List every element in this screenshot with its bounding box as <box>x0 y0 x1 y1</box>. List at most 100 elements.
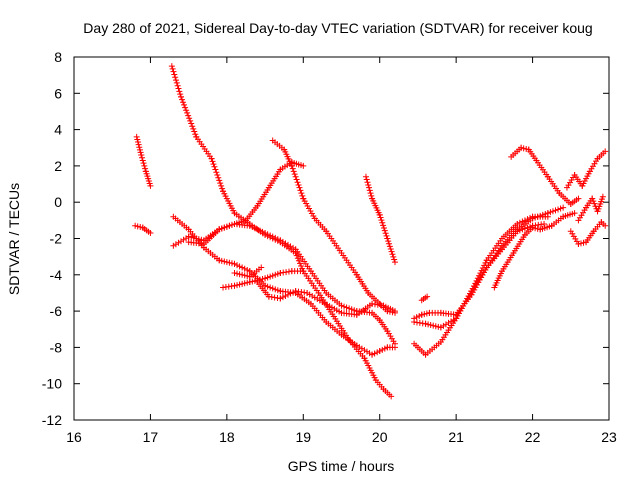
data-point <box>231 269 238 276</box>
data-point <box>136 146 143 153</box>
data-point <box>209 158 216 165</box>
data-point <box>246 222 253 229</box>
data-point <box>226 222 233 229</box>
plot-border <box>73 56 610 421</box>
data-point <box>244 279 251 286</box>
data-point <box>376 348 383 355</box>
data-point <box>386 243 393 250</box>
data-point <box>289 165 296 172</box>
data-point <box>226 259 233 266</box>
data-point <box>383 232 390 239</box>
data-point <box>234 270 241 277</box>
data-point <box>137 224 144 231</box>
data-point <box>389 309 396 316</box>
series-arc6 <box>185 202 261 247</box>
data-point <box>514 220 521 227</box>
data-point <box>272 286 279 293</box>
data-point <box>272 271 279 278</box>
data-point <box>244 266 251 273</box>
data-point <box>187 117 194 124</box>
data-point <box>524 216 531 223</box>
data-point <box>534 213 541 220</box>
data-point <box>216 226 223 233</box>
y-tick-label: -6 <box>50 303 63 319</box>
y-tick-label: -2 <box>50 231 63 247</box>
x-tick-label: 23 <box>601 429 617 445</box>
data-point <box>532 214 539 221</box>
data-point <box>182 104 189 111</box>
data-point <box>212 166 219 173</box>
data-point <box>379 346 386 353</box>
data-point <box>185 233 192 240</box>
data-point <box>413 314 420 321</box>
data-point <box>279 294 286 301</box>
data-point <box>391 256 398 263</box>
data-point <box>269 272 276 279</box>
data-point <box>181 101 188 108</box>
data-point <box>216 177 223 184</box>
data-point <box>256 227 263 234</box>
data-point <box>219 185 226 192</box>
data-point <box>343 304 350 311</box>
data-point <box>246 279 253 286</box>
data-point <box>234 282 241 289</box>
data-point <box>552 207 559 214</box>
data-point <box>264 274 271 281</box>
data-point <box>416 312 423 319</box>
data-point <box>338 302 345 309</box>
data-point <box>380 225 387 232</box>
data-point <box>241 265 248 272</box>
data-point <box>388 248 395 255</box>
data-point <box>392 340 398 347</box>
data-point <box>382 230 389 237</box>
data-point <box>299 192 306 199</box>
data-point <box>239 271 246 278</box>
x-tick-label: 16 <box>66 429 82 445</box>
data-point <box>168 63 175 70</box>
data-point <box>387 245 394 252</box>
data-point <box>364 179 371 186</box>
data-point <box>557 205 564 212</box>
data-point <box>300 268 307 275</box>
data-point <box>171 71 178 78</box>
x-axis-label: GPS time / hours <box>288 458 395 474</box>
data-point <box>290 289 297 296</box>
data-point <box>272 234 279 241</box>
data-point <box>249 278 256 285</box>
data-point <box>529 215 536 222</box>
data-point <box>267 284 274 291</box>
data-point <box>191 128 198 135</box>
x-tick-label: 21 <box>448 429 464 445</box>
y-tick-label: -12 <box>42 412 62 428</box>
data-point <box>210 161 217 168</box>
data-point <box>189 123 196 130</box>
data-point <box>392 309 398 316</box>
data-point <box>421 311 428 318</box>
data-point <box>218 182 225 189</box>
data-point <box>221 224 228 231</box>
data-point <box>239 280 246 287</box>
data-point <box>435 323 442 330</box>
data-point <box>175 85 182 92</box>
data-point <box>580 239 587 246</box>
data-point <box>147 230 154 237</box>
data-point <box>591 200 598 207</box>
data-point <box>132 222 139 229</box>
data-point <box>239 264 246 271</box>
y-tick-label: 6 <box>54 85 62 101</box>
y-tick-label: 8 <box>54 49 62 65</box>
data-point <box>362 173 369 180</box>
data-point <box>184 109 191 116</box>
data-point <box>296 184 303 191</box>
y-tick-label: 2 <box>54 158 62 174</box>
data-point <box>539 211 546 218</box>
data-point <box>378 217 385 224</box>
data-point <box>371 350 378 357</box>
data-point <box>135 141 142 148</box>
data-point <box>577 240 584 247</box>
data-point <box>590 198 597 205</box>
data-point <box>228 260 235 267</box>
data-point <box>423 310 430 317</box>
data-point <box>139 157 146 164</box>
